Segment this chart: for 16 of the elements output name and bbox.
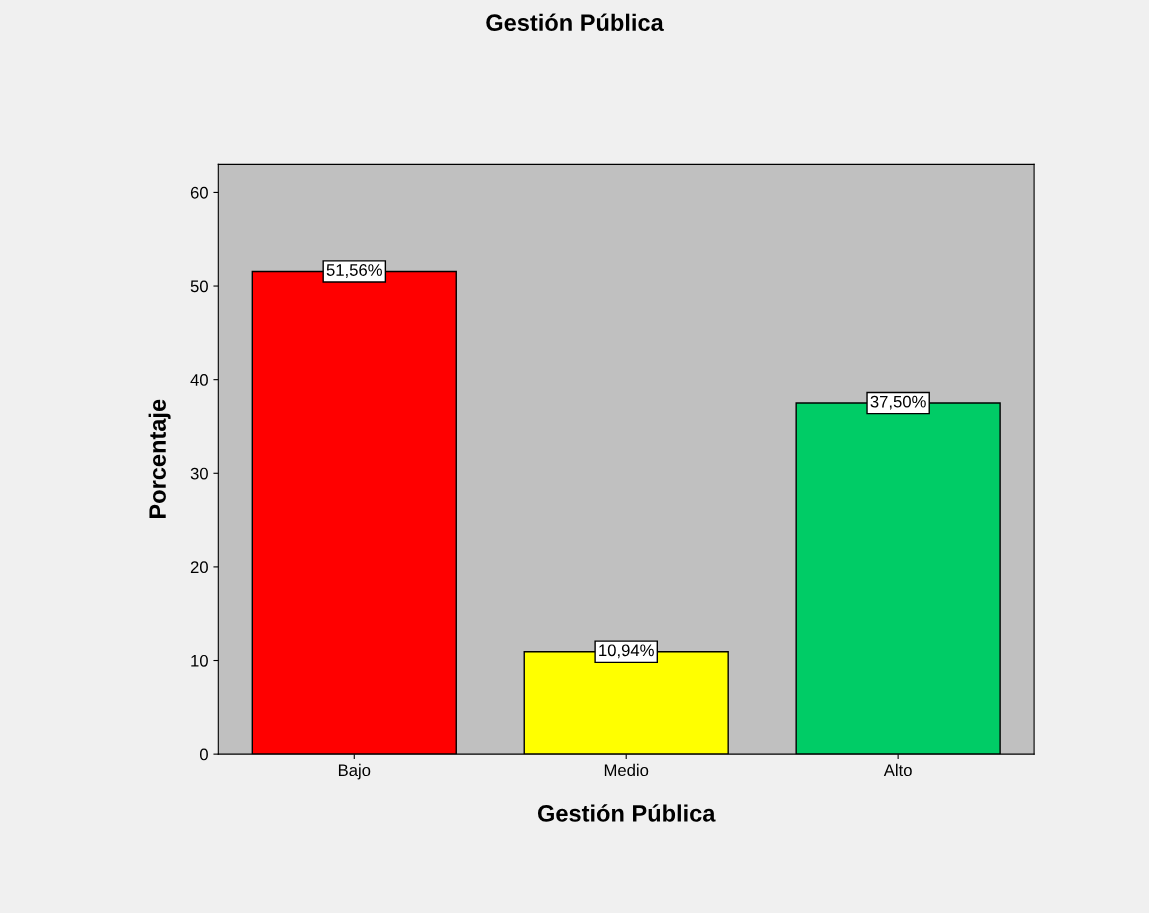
data-label: 37,50% [870,395,926,410]
y-tick-label: 10 [191,654,208,667]
y-tick-label: 0 [199,748,208,761]
y-tick-label: 30 [190,467,208,480]
x-tick-label: Alto [883,763,912,777]
chart-title: Gestión Pública [486,13,664,32]
y-tick-label: 20 [190,561,208,574]
x-tick-label: Medio [604,763,649,777]
y-tick-label: 40 [190,374,208,386]
data-label: 51,56% [326,264,382,278]
y-tick-label: 50 [190,280,208,293]
x-axis-title: Gestión Pública [537,804,716,822]
y-axis-title: Porcentaje [148,399,171,519]
y-tick-label: 60 [190,186,208,199]
data-label: 10,94% [599,644,654,659]
x-tick-label: Bajo [338,763,371,780]
